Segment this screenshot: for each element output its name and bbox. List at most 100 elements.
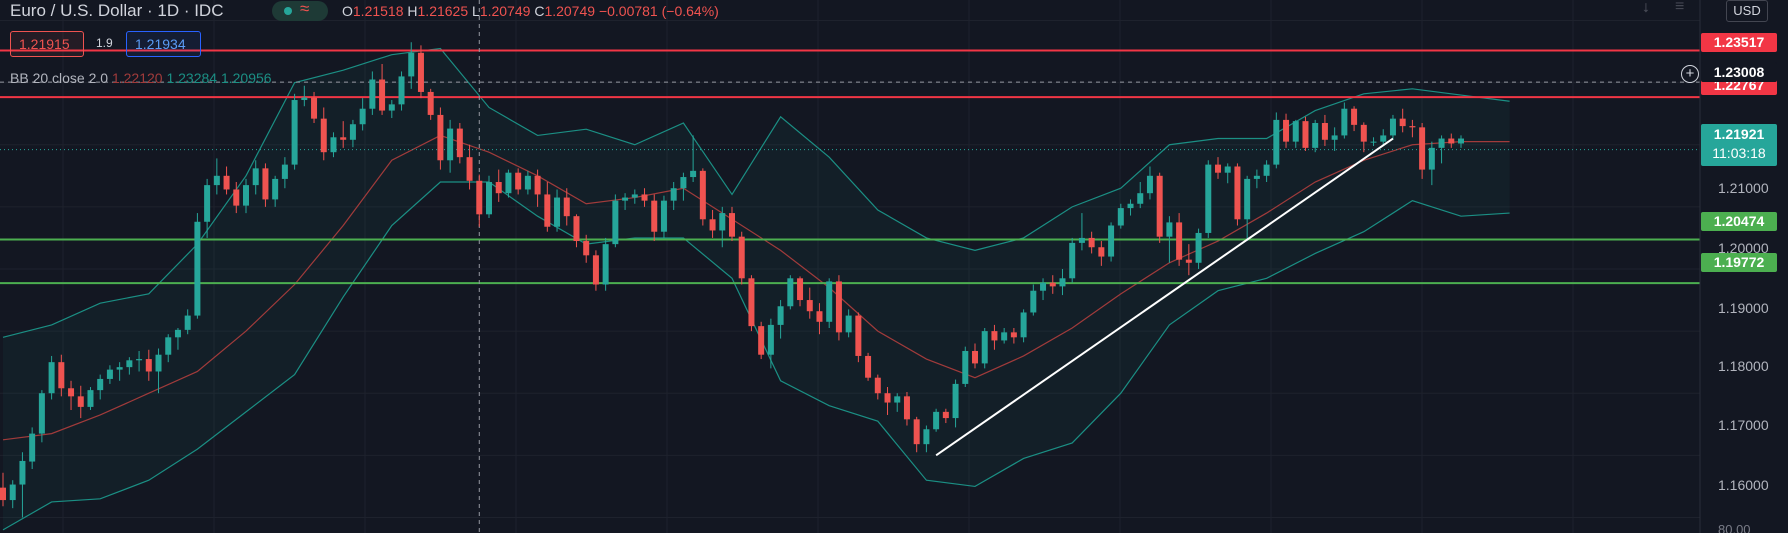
candle-body [243,185,249,206]
candle-body [952,383,959,419]
candle-body [845,315,852,333]
symbol-title[interactable]: Euro / U.S. Dollar · 1D · IDC [10,1,224,20]
high-key: H [407,3,418,19]
candle-body [894,396,901,403]
candle-body [1117,208,1124,226]
candle-body [1040,282,1047,291]
candle-body [1098,247,1105,257]
bb-band-fill [3,48,1510,530]
bb-basis-line [2,134,1510,441]
spread-value: 1.9 [96,36,113,50]
sell-button[interactable]: 1.21915 [10,31,84,57]
candle-body [602,244,609,285]
candle-body [204,185,211,222]
candle-body [1020,312,1027,338]
candle-body [524,175,531,190]
candle-body [1321,123,1328,140]
candle-body [48,362,55,394]
candle-body [1156,175,1163,237]
candle-body [38,393,45,434]
candle-body [699,170,706,220]
candle-body [1088,237,1095,248]
bar-countdown: 11:03:18 [1712,145,1766,161]
candle-body [505,172,512,194]
candle-body [777,306,784,325]
candle-body [1283,119,1290,142]
candle-body [962,350,969,384]
candle-body [447,128,454,161]
candle-body [408,52,415,77]
candle-body [398,76,405,105]
candle-body [1166,222,1173,237]
candle-body [670,188,677,201]
candle-body [1146,175,1153,194]
candle-body [797,278,804,301]
candle-body [340,137,347,140]
price-line-label[interactable]: 1.19772 [1701,253,1777,272]
candle-body [592,255,599,285]
menu-icon[interactable]: ≡ [1675,0,1685,15]
candle-body [1428,147,1435,170]
candle-body [1360,124,1367,142]
currency-button[interactable]: USD [1726,0,1768,22]
candle-body [787,278,794,307]
candle-body [1001,332,1008,341]
candle-body [1380,135,1387,142]
bollinger-legend[interactable]: BB 20 close 2 0 1.22120 1.23284 1.20956 [10,70,272,86]
candle-body [826,281,833,322]
buy-button[interactable]: 1.21934 [126,31,201,57]
candle-body [631,194,638,198]
candle-body [252,168,259,186]
candle-body [68,388,75,397]
candle-body [427,91,434,115]
wave-icon: ≈ [300,0,310,18]
candle-body [1341,108,1348,136]
candle-body [359,108,366,125]
candle-body [622,197,629,201]
candle-body [1331,135,1338,140]
candle-body [456,128,463,158]
candle-body [165,337,172,355]
price-line-label[interactable]: 1.23517 [1701,33,1777,52]
candle-body [767,324,774,355]
candle-body [544,194,551,227]
candle-body [1185,259,1192,263]
candle-body [301,97,308,101]
ohlc-readout: O1.21518 H1.21625 L1.20749 C1.20749 −0.0… [342,3,719,19]
arrow-down-icon[interactable]: ⭣ [1643,0,1650,15]
candle-body [1195,232,1202,263]
candle-body [1273,119,1280,165]
candle-body [690,170,697,178]
candle-body [1399,118,1406,127]
candle-body [680,177,687,189]
price-line-label[interactable]: 1.20474 [1701,212,1777,231]
axis-tick: 1.21000 [1718,180,1769,196]
candle-body [369,79,376,109]
bb-lower-line [2,181,1510,531]
candle-body [291,100,298,165]
high-value: 1.21625 [417,3,469,19]
candle-body [1419,127,1426,170]
candle-body [29,433,36,462]
axis-tick: 1.16000 [1718,477,1769,493]
market-status-badge[interactable]: ≈ [272,0,328,21]
candle-body [660,200,667,232]
close-key: C [534,3,545,19]
candle-body [515,172,522,190]
candle-body [233,189,240,206]
candle-body [1351,108,1358,125]
candle-body [223,175,230,190]
candle-body [272,178,279,200]
candle-body [738,236,745,279]
candle-body [573,216,580,242]
candle-body [1438,138,1445,148]
candle-body [174,329,181,338]
candle-body [651,200,658,232]
open-key: O [342,3,353,19]
plus-circle-icon[interactable]: + [1681,65,1699,83]
candle-body [106,369,113,379]
candle-body [1215,164,1221,173]
candle-body [330,137,337,153]
candle-body [1389,118,1396,136]
